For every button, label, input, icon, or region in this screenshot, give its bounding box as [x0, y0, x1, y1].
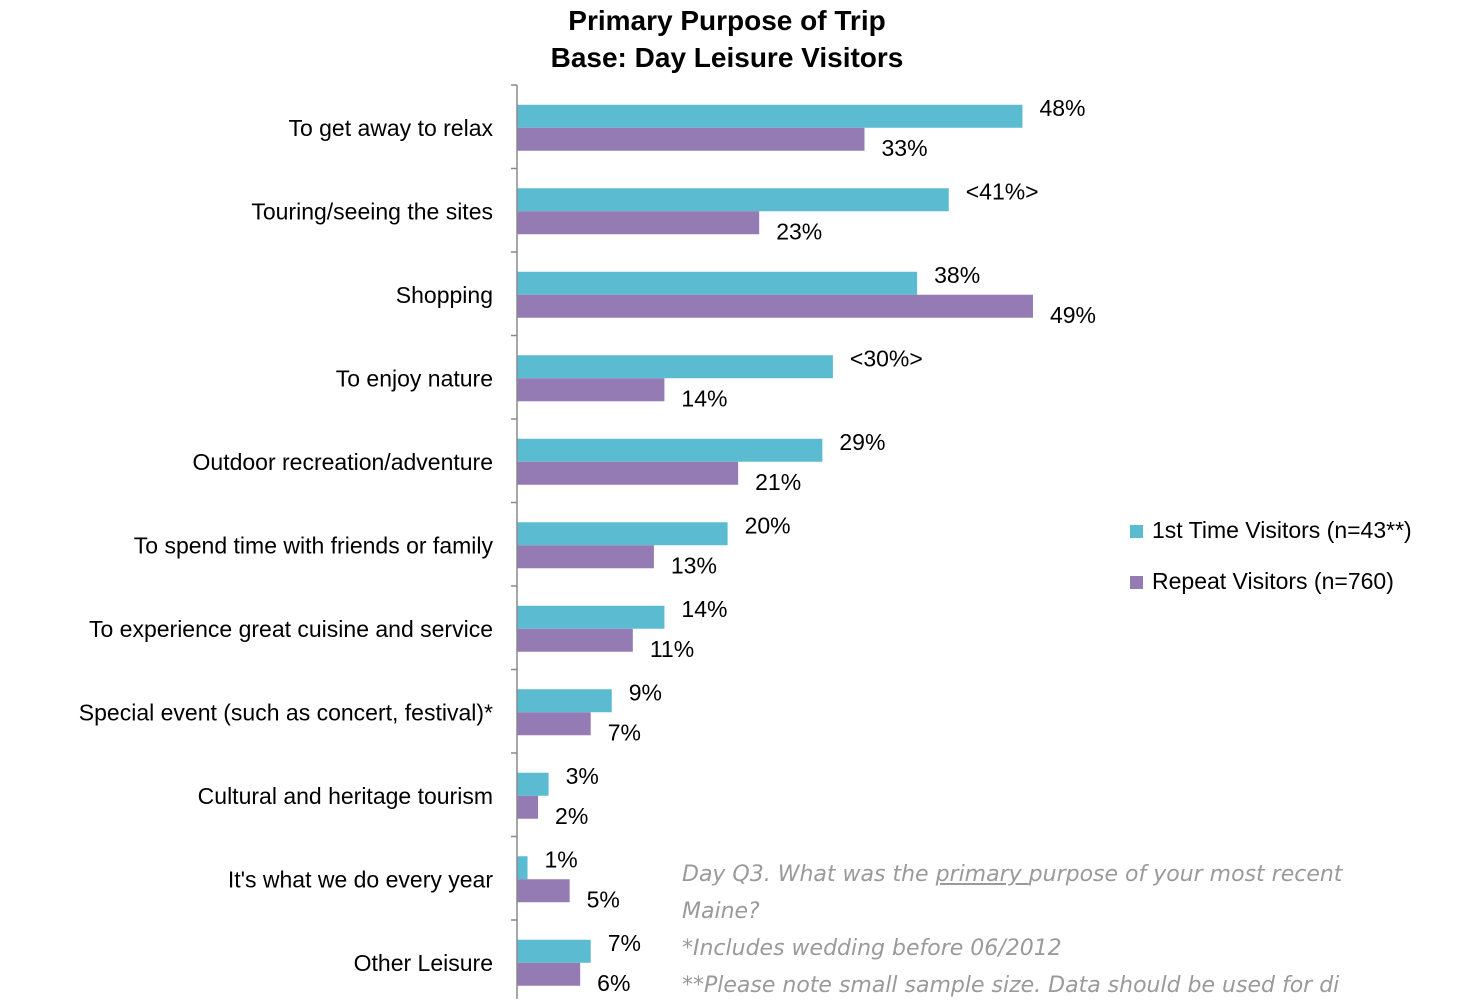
data-label-first-time: 7% [608, 930, 641, 956]
chart-title: Primary Purpose of Trip [568, 5, 886, 36]
legend-swatch-first-time [1130, 524, 1143, 538]
category-label: Other Leisure [354, 950, 493, 976]
bar-repeat [517, 211, 760, 235]
chart-subtitle: Base: Day Leisure Visitors [550, 42, 904, 73]
bar-repeat [517, 294, 1033, 318]
bar-repeat [517, 127, 865, 151]
bar-repeat [517, 795, 539, 819]
category-label: Outdoor recreation/adventure [193, 449, 493, 475]
question-notes: Day Q3. What was the primary purpose of … [682, 856, 1457, 1004]
footnote-sample-size: **Please note small sample size. Data sh… [682, 973, 1340, 998]
data-label-first-time: 20% [745, 512, 791, 538]
data-label-first-time: 1% [545, 846, 578, 872]
data-label-repeat: 33% [881, 135, 927, 161]
data-label-first-time: 29% [839, 429, 885, 455]
bar-repeat [517, 461, 739, 485]
bar-first-time [517, 689, 612, 713]
data-label-repeat: 14% [681, 385, 727, 411]
data-label-repeat: 7% [608, 719, 641, 745]
data-label-first-time: 38% [934, 262, 980, 288]
legend-item-first-time: 1st Time Visitors (n=43**) [1130, 512, 1412, 548]
bar-first-time [517, 271, 918, 295]
category-label: Touring/seeing the sites [251, 198, 493, 224]
bar-first-time [517, 438, 823, 462]
data-label-repeat: 21% [755, 469, 801, 495]
question-line-2: Maine? [682, 899, 760, 924]
category-label: Special event (such as concert, festival… [79, 699, 493, 725]
legend-item-repeat: Repeat Visitors (n=760) [1130, 563, 1412, 599]
legend-swatch-repeat [1130, 575, 1143, 589]
bar-first-time [517, 355, 833, 379]
category-label: Cultural and heritage tourism [198, 783, 493, 809]
bar-first-time [517, 104, 1023, 128]
data-label-first-time: <41%> [966, 178, 1039, 204]
bar-first-time [517, 522, 728, 546]
category-label: It's what we do every year [228, 866, 494, 892]
category-label: To spend time with friends or family [134, 532, 494, 558]
data-label-repeat: 6% [597, 970, 630, 996]
data-label-first-time: 3% [566, 763, 599, 789]
data-label-repeat: 49% [1050, 302, 1096, 328]
question-line-1: Day Q3. What was the primary purpose of … [682, 862, 1343, 887]
data-label-first-time: 9% [629, 679, 662, 705]
bar-first-time [517, 188, 949, 212]
category-label: To get away to relax [288, 115, 493, 141]
data-label-first-time: 48% [1039, 95, 1085, 121]
bar-first-time [517, 605, 665, 629]
bar-first-time [517, 856, 528, 880]
bar-repeat [517, 879, 570, 903]
data-label-repeat: 11% [650, 636, 694, 662]
legend-label-repeat: Repeat Visitors (n=760) [1152, 567, 1394, 594]
category-label: To enjoy nature [336, 365, 493, 391]
legend: 1st Time Visitors (n=43**) Repeat Visito… [1130, 512, 1412, 614]
category-label: To experience great cuisine and service [89, 616, 493, 642]
data-label-repeat: 23% [776, 218, 822, 244]
bar-repeat [517, 545, 654, 569]
data-label-repeat: 2% [555, 803, 588, 829]
data-label-repeat: 5% [587, 886, 620, 912]
bar-repeat [517, 378, 665, 402]
data-label-repeat: 13% [671, 552, 717, 578]
category-label: Shopping [396, 282, 493, 308]
data-label-first-time: <30%> [850, 345, 923, 371]
footnote-wedding: *Includes wedding before 06/2012 [682, 936, 1062, 961]
bar-repeat [517, 712, 591, 736]
bar-repeat [517, 628, 633, 652]
data-label-first-time: 14% [681, 596, 727, 622]
bar-first-time [517, 939, 591, 963]
legend-label-first-time: 1st Time Visitors (n=43**) [1152, 516, 1412, 543]
bar-first-time [517, 772, 549, 796]
bar-repeat [517, 962, 581, 986]
